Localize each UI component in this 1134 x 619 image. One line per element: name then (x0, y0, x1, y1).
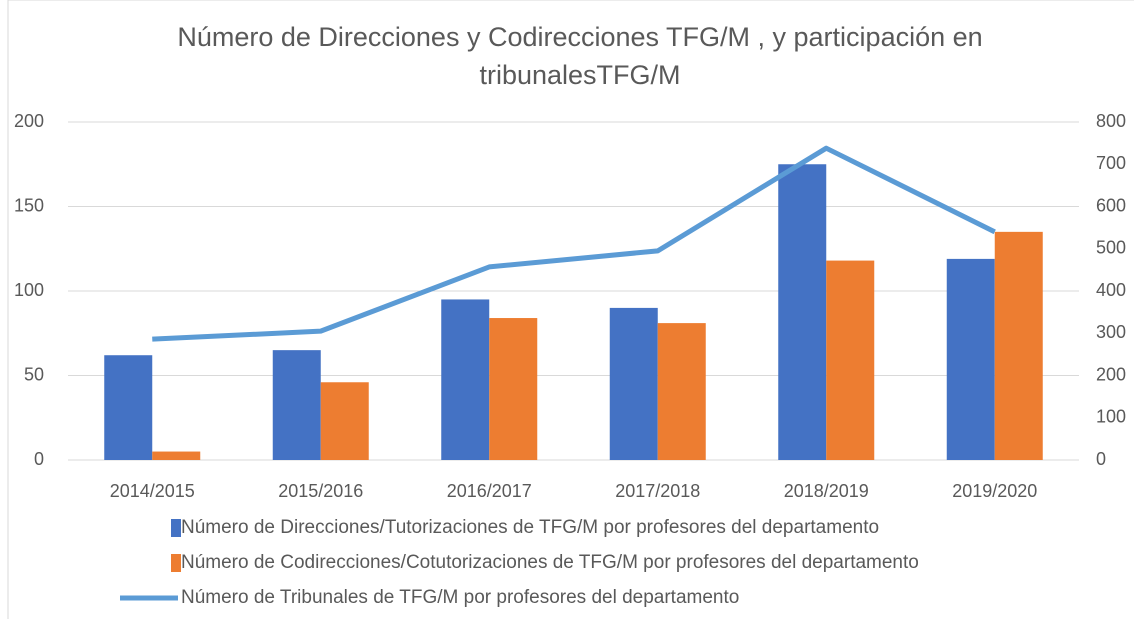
x-tick-label: 2018/2019 (784, 481, 869, 501)
bar (272, 350, 321, 460)
y-tick-label: 100 (14, 280, 44, 300)
y-tick-label: 200 (14, 111, 44, 131)
legend-swatch (171, 554, 181, 572)
bar (946, 258, 995, 460)
y2-tick-label: 600 (1096, 195, 1126, 215)
y-tick-label: 50 (24, 364, 44, 384)
y2-tick-label: 800 (1096, 111, 1126, 131)
legend-label: Número de Codirecciones/Cotutorizaciones… (181, 552, 919, 573)
y2-tick-label: 500 (1096, 238, 1126, 258)
bar (994, 231, 1043, 460)
legend-label: Número de Direcciones/Tutorizaciones de … (181, 517, 879, 538)
bar (104, 355, 153, 460)
legend-label: Número de Tribunales de TFG/M por profes… (181, 587, 739, 608)
y2-tick-label: 300 (1096, 322, 1126, 342)
bar (657, 323, 706, 460)
y2-tick-label: 400 (1096, 280, 1126, 300)
line (152, 145, 996, 342)
y-tick-label: 0 (34, 449, 44, 469)
bar (152, 451, 201, 460)
bar (320, 382, 369, 460)
chart-frame (7, 0, 1134, 619)
bar (609, 307, 658, 460)
x-tick-label: 2019/2020 (952, 481, 1037, 501)
bar (778, 164, 827, 460)
y2-tick-label: 700 (1096, 153, 1126, 173)
x-tick-label: 2017/2018 (615, 481, 700, 501)
x-tick-label: 2015/2016 (278, 481, 363, 501)
y2-tick-label: 200 (1096, 364, 1126, 384)
x-tick-label: 2016/2017 (447, 481, 532, 501)
y-tick-label: 150 (14, 195, 44, 215)
legend-swatch (171, 519, 181, 537)
bar (441, 299, 490, 460)
x-tick-label: 2014/2015 (110, 481, 195, 501)
y2-tick-label: 100 (1096, 407, 1126, 427)
bar (489, 318, 538, 460)
bar (826, 260, 875, 460)
y2-tick-label: 0 (1096, 449, 1106, 469)
chart-title: Número de Direcciones y Codirecciones TF… (177, 22, 983, 90)
